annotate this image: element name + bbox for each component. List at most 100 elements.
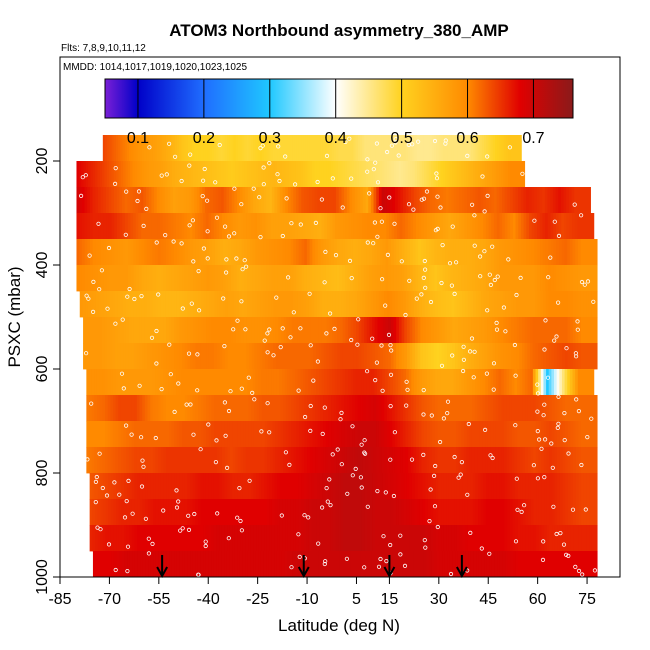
heatmap-cell [359,213,363,240]
heatmap-cell [224,525,228,552]
heatmap-cell [396,499,400,526]
heatmap-cell [341,447,345,474]
heatmap-cell [150,551,154,577]
sample-point [179,178,184,184]
heatmap-cell [586,447,590,474]
heatmap-cell [146,213,150,240]
heatmap-cell [442,161,446,188]
heatmap-cell [190,265,194,292]
heatmap-cell [507,473,511,500]
heatmap-cell [313,343,317,370]
heatmap-cell [320,421,324,448]
heatmap-cell [583,291,587,318]
heatmap-cell [345,343,349,370]
heatmap-cell [501,161,505,188]
sample-point [328,502,333,508]
sample-point [370,336,375,341]
heatmap-cell [209,265,213,292]
heatmap-cell [206,239,210,266]
heatmap-cell [434,239,438,266]
heatmap-cell [280,447,284,474]
heatmap-cell [426,161,430,188]
sample-point [125,568,130,574]
sample-point [554,531,559,537]
sample-point [278,344,283,350]
heatmap-cell [230,343,234,370]
heatmap-cell [421,421,425,448]
heatmap-cell [466,447,470,474]
heatmap-cell [501,525,506,552]
heatmap-cell [537,291,541,318]
heatmap-cell [492,135,496,162]
heatmap-cell [400,447,404,474]
heatmap-cell [377,161,381,188]
heatmap-cell [476,551,480,577]
sample-point [232,231,237,236]
heatmap-cell [572,239,576,266]
heatmap-cell [221,421,226,448]
heatmap-cell [292,369,296,396]
heatmap-cell [545,213,549,240]
heatmap-cell [174,239,178,266]
heatmap-cell [115,317,119,344]
heatmap-cell [505,317,510,344]
heatmap-cell [94,447,98,474]
heatmap-cell [368,187,372,214]
heatmap-cell [213,499,218,526]
heatmap-cell [469,369,473,396]
heatmap-cell [133,135,137,162]
heatmap-cell [446,525,450,552]
heatmap-cell [89,213,94,240]
heatmap-cell [526,551,530,577]
heatmap-cell [89,473,93,500]
heatmap-cell [512,187,517,214]
heatmap-cell [214,421,218,448]
sample-point [347,258,353,263]
heatmap-cell [475,213,479,240]
heatmap-cell [282,525,286,552]
heatmap-cell [258,499,262,526]
heatmap-cell [491,239,495,266]
heatmap-cell [235,421,239,448]
heatmap-cell [267,317,272,344]
heatmap-cell [425,343,429,370]
heatmap-cell [433,317,437,344]
heatmap-cell [351,525,355,552]
heatmap-cell [378,187,383,214]
heatmap-cell [237,135,241,162]
heatmap-cell [380,213,385,240]
heatmap-cell [256,421,260,448]
heatmap-cell [400,421,404,448]
heatmap-cell [139,499,144,526]
heatmap-cell [417,499,421,526]
heatmap-cell [187,473,191,500]
heatmap-cell [535,421,540,448]
heatmap-cell [127,265,132,292]
heatmap-cell [236,291,240,318]
heatmap-cell [372,161,376,188]
heatmap-cell [549,395,553,422]
heatmap-cell [186,369,190,396]
heatmap-cell [471,343,475,370]
heatmap-cell [494,551,498,577]
sample-point [423,285,428,290]
heatmap-cell [303,187,308,214]
heatmap-cell [564,239,568,266]
heatmap-cell [472,525,476,552]
heatmap-cell [142,473,146,500]
heatmap-cell [495,421,500,448]
sample-point [316,541,321,546]
heatmap-cell [117,317,122,344]
heatmap-cell [567,525,572,552]
heatmap-cell [166,343,170,370]
sample-point [507,145,512,150]
heatmap-cell [369,369,373,396]
heatmap-cell [523,187,527,214]
heatmap-cell [509,525,513,552]
heatmap-cell [314,161,318,188]
heatmap-cell [345,525,350,552]
sample-point [306,515,311,520]
heatmap-cell [203,239,208,266]
heatmap-cell [256,447,260,474]
heatmap-cell [229,499,233,526]
